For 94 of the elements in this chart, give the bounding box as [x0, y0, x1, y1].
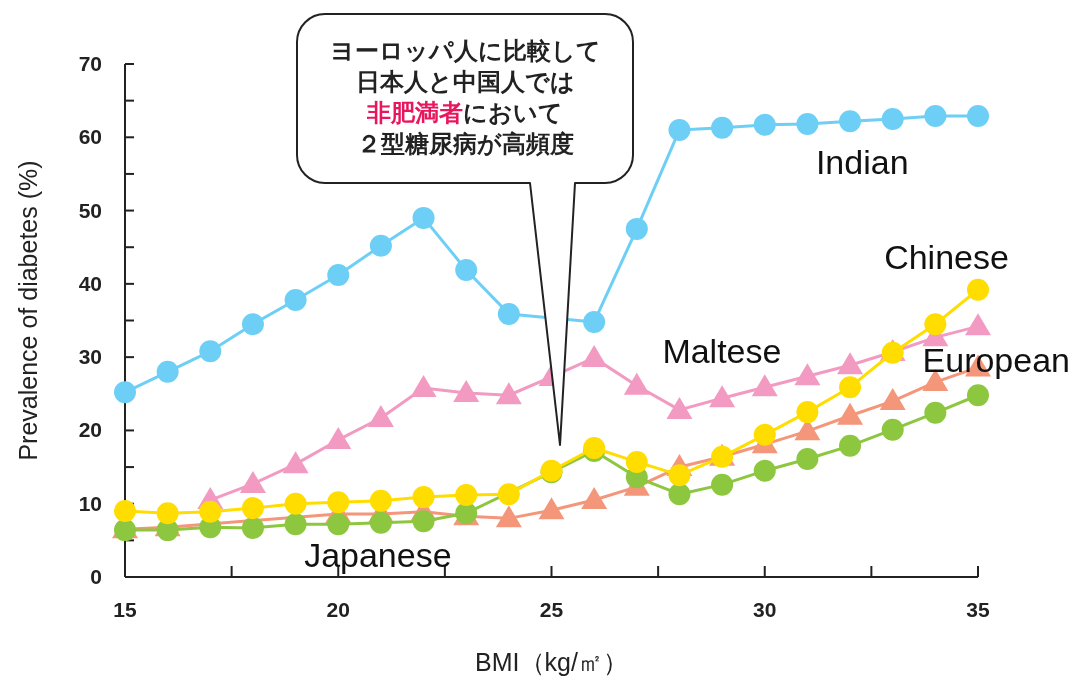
annotation: ２型糖尿病が高頻度 — [356, 130, 574, 157]
point — [156, 502, 179, 525]
point — [924, 401, 947, 424]
series-label: Indian — [815, 142, 909, 181]
y-tick-label: 50 — [78, 198, 102, 222]
y-tick-label: 20 — [78, 418, 102, 442]
y-tick-label: 10 — [78, 491, 102, 515]
point — [668, 483, 691, 506]
point — [156, 360, 179, 383]
point — [282, 451, 309, 474]
point — [412, 510, 435, 533]
point — [751, 374, 778, 397]
point — [114, 381, 136, 404]
point — [325, 426, 352, 449]
point — [284, 513, 307, 536]
point — [495, 382, 522, 405]
x-tick-label: 35 — [966, 598, 990, 621]
point — [241, 313, 264, 336]
point — [455, 258, 478, 281]
annotation: 日本人と中国人では — [355, 68, 575, 95]
point — [967, 384, 989, 407]
point — [455, 483, 478, 506]
point — [241, 516, 264, 539]
text: ヨーロッパ人に比較して — [329, 37, 601, 64]
point — [453, 380, 480, 403]
point — [241, 497, 264, 520]
annotation: 非肥満者において — [366, 99, 563, 126]
x-tick-label: 15 — [113, 598, 137, 621]
point — [327, 513, 350, 536]
point — [924, 313, 947, 336]
point — [796, 401, 819, 424]
series-label: European — [922, 340, 1071, 379]
point — [327, 491, 350, 514]
point — [753, 459, 776, 482]
point — [881, 107, 904, 130]
point — [495, 505, 522, 528]
point — [367, 404, 394, 427]
point — [412, 486, 435, 509]
point — [839, 376, 862, 399]
point — [837, 402, 864, 425]
point — [581, 487, 608, 510]
point — [794, 363, 821, 386]
point — [284, 288, 307, 311]
series-label: Chinese — [884, 238, 1009, 277]
point — [967, 105, 989, 128]
y-axis-title: Prevalence of diabetes (%) — [14, 160, 42, 461]
point — [583, 310, 606, 333]
point — [410, 374, 437, 397]
y-tick-label: 0 — [90, 565, 102, 588]
point — [369, 489, 392, 512]
point — [666, 396, 693, 419]
point — [199, 500, 222, 523]
point — [114, 500, 136, 523]
series-label: Japanese — [304, 535, 452, 574]
point — [327, 264, 350, 287]
point — [497, 483, 520, 506]
point — [965, 313, 991, 336]
point — [796, 113, 819, 136]
y-tick-label: 60 — [78, 125, 102, 149]
point — [412, 206, 435, 229]
point — [839, 110, 862, 133]
point — [538, 497, 565, 520]
point — [796, 448, 819, 471]
x-tick-label: 30 — [753, 598, 777, 621]
point — [199, 340, 222, 363]
point — [581, 344, 608, 367]
y-tick-label: 70 — [78, 52, 102, 75]
point — [239, 470, 266, 493]
point — [668, 118, 691, 141]
point — [924, 105, 947, 128]
point — [668, 464, 691, 487]
y-tick-label: 30 — [78, 345, 102, 369]
point — [625, 450, 648, 473]
point — [837, 352, 864, 375]
point — [967, 278, 989, 301]
point — [711, 116, 734, 139]
point — [879, 388, 906, 411]
point — [753, 113, 776, 136]
point — [369, 234, 392, 257]
x-tick-label: 20 — [326, 598, 350, 621]
point — [881, 418, 904, 441]
series-label: Maltese — [662, 332, 782, 371]
point — [839, 434, 862, 457]
point — [753, 423, 776, 446]
point — [709, 385, 736, 408]
x-tick-label: 25 — [539, 598, 564, 621]
x-axis-title: BMI（kg/㎡） — [475, 648, 628, 676]
point — [623, 372, 650, 395]
point — [284, 492, 307, 515]
y-tick-label: 40 — [78, 271, 102, 295]
point — [369, 511, 392, 534]
point — [625, 217, 648, 240]
point — [711, 473, 734, 496]
point — [497, 302, 520, 325]
